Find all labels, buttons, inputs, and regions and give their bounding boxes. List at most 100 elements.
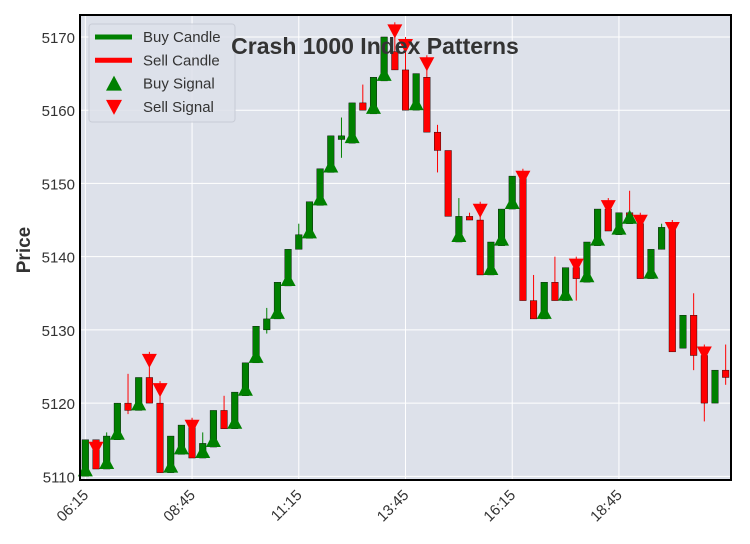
sell-signal-marker	[152, 383, 168, 398]
candle-body	[444, 150, 452, 217]
candle-body	[668, 227, 676, 353]
buy-signal-marker	[205, 433, 221, 448]
candle-body	[466, 216, 474, 221]
candle-body	[711, 369, 719, 404]
buy-signal-marker	[248, 348, 264, 363]
candle-body	[391, 51, 399, 71]
candle-body	[305, 201, 313, 239]
buy-signal-marker	[109, 425, 125, 440]
buy-signal-marker	[280, 271, 296, 286]
buy-signal-marker	[483, 260, 499, 275]
legend-box	[88, 23, 236, 123]
legend-entry: Sell Candle	[95, 52, 220, 69]
y-tick-label: 5170	[42, 30, 75, 47]
buy-signal-marker	[611, 220, 627, 235]
legend-label: Sell Signal	[143, 99, 214, 116]
sell-candle	[434, 124, 442, 173]
plot-frame	[79, 14, 732, 481]
candle-body	[337, 135, 345, 140]
buy-signal-marker	[451, 228, 467, 243]
legend-label: Buy Candle	[143, 29, 221, 46]
buy-signal-marker	[77, 462, 93, 477]
candle-body	[658, 227, 666, 250]
sell-signal-marker	[141, 353, 157, 368]
buy-signal-marker	[131, 396, 147, 411]
sell-signal-marker	[632, 214, 648, 229]
buy-signal-marker	[301, 224, 317, 239]
candle-body	[359, 102, 367, 111]
buy-signal-marker	[195, 444, 211, 459]
y-tick-label: 5120	[42, 396, 75, 413]
candle-body	[145, 377, 153, 404]
buy-signal-marker	[579, 268, 595, 283]
candle-body	[519, 175, 527, 301]
sell-signal-marker	[184, 419, 200, 434]
candle-body	[156, 402, 164, 473]
y-tick-label: 5140	[42, 250, 75, 267]
buy-signal-marker	[504, 195, 520, 210]
sell-candle	[722, 344, 730, 385]
legend-up-triangle	[106, 75, 122, 91]
sell-signal-marker	[419, 57, 435, 72]
sell-signal-marker	[600, 200, 616, 215]
candle-body	[679, 315, 687, 349]
candle-body	[530, 300, 538, 320]
sell-candle	[668, 220, 676, 353]
y-tick-label: 5130	[42, 323, 75, 340]
buy-signal-marker	[408, 96, 424, 111]
buy-candle	[337, 117, 345, 158]
buy-signal-marker	[237, 381, 253, 396]
y-tick-label: 5150	[42, 176, 75, 193]
legend-entry: Buy Candle	[95, 29, 221, 46]
candle-body	[263, 318, 271, 331]
candle-body	[434, 131, 442, 151]
candle-body	[124, 402, 132, 411]
buy-signal-marker	[163, 458, 179, 473]
candle-body	[401, 69, 410, 111]
buy-signal-marker	[227, 414, 243, 429]
sell-candle	[530, 274, 538, 320]
candle-body	[722, 369, 730, 378]
sell-candle	[359, 84, 367, 111]
sell-candle	[519, 168, 527, 301]
candle-body	[636, 223, 644, 279]
buy-signal-marker	[643, 264, 659, 279]
candle-body	[700, 355, 708, 404]
sell-signal-marker	[398, 38, 413, 53]
buy-candle	[295, 223, 303, 250]
legend-label: Sell Candle	[143, 52, 220, 69]
buy-signal-marker	[365, 99, 381, 114]
buy-signal-marker	[323, 158, 339, 173]
buy-signal-marker	[558, 286, 574, 301]
sell-signal-marker	[696, 346, 712, 361]
legend-entry: Buy Signal	[106, 75, 215, 93]
y-axis-ticks: 5110 5120 5130 5140 5150 5160 5170	[42, 30, 75, 486]
sell-candle	[220, 395, 228, 429]
buy-signal-marker	[269, 304, 285, 319]
sell-signal-marker	[568, 258, 584, 273]
sell-candle	[124, 373, 132, 415]
buy-signal-marker	[494, 231, 510, 246]
buy-signal-marker	[622, 209, 638, 224]
y-tick-label: 5110	[43, 469, 75, 486]
candle-body	[220, 410, 228, 429]
buy-candle	[658, 223, 666, 250]
y-axis-label: Price	[14, 227, 35, 273]
candle-body	[690, 315, 698, 356]
sell-signal-marker	[664, 222, 680, 237]
buy-signal-marker	[536, 304, 552, 319]
buy-signal-marker	[344, 129, 360, 144]
legend: Buy Candle Sell Candle Buy Signal Sell Sign…	[88, 23, 236, 123]
buy-signal-marker	[312, 191, 328, 206]
candle-body	[423, 77, 431, 133]
candle-body	[551, 282, 559, 301]
legend-entry: Sell Signal	[106, 99, 214, 116]
sell-signal-marker	[515, 170, 531, 185]
legend-down-triangle	[106, 99, 122, 115]
buy-signal-marker	[590, 231, 606, 246]
buy-signal-marker	[99, 455, 115, 470]
buy-candle	[711, 369, 719, 404]
sell-signal-marker	[472, 203, 488, 218]
